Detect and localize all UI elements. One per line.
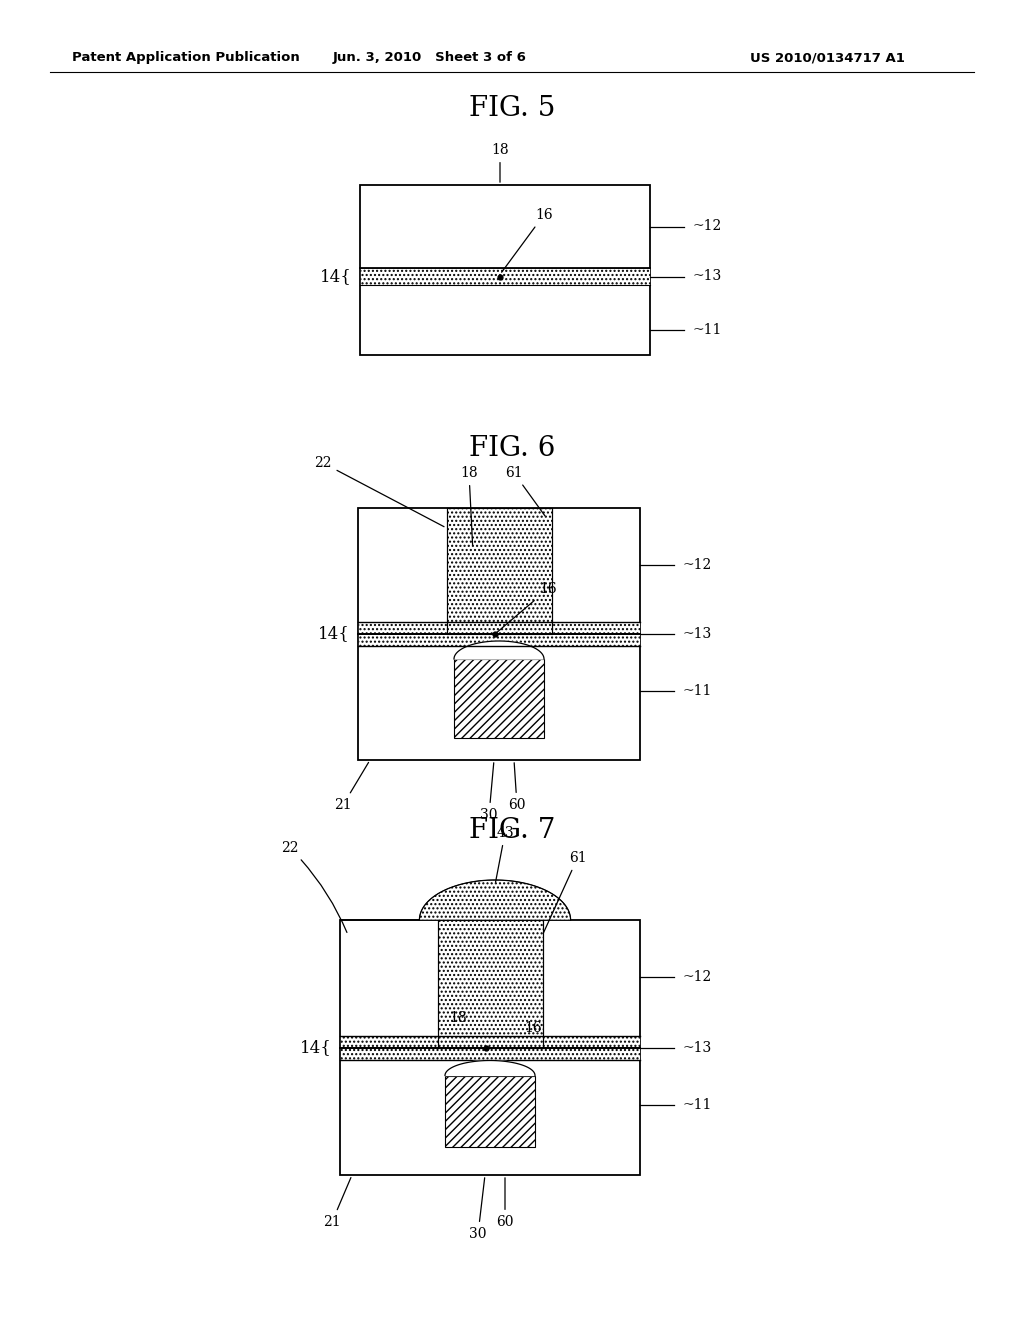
Text: 60: 60	[497, 1177, 514, 1229]
Text: ~11: ~11	[692, 323, 721, 337]
Text: FIG. 5: FIG. 5	[469, 95, 555, 121]
Bar	[437, 1048, 543, 1155]
Bar	[446, 508, 552, 634]
Bar	[445, 1076, 535, 1147]
Text: 16: 16	[524, 1020, 542, 1035]
Text: 16: 16	[497, 582, 557, 632]
Text: 14{: 14{	[318, 626, 350, 643]
Text: 60: 60	[508, 763, 525, 812]
Text: Jun. 3, 2010   Sheet 3 of 6: Jun. 3, 2010 Sheet 3 of 6	[333, 51, 527, 65]
Text: ~13: ~13	[682, 1040, 712, 1055]
Bar	[454, 659, 544, 738]
Text: 18: 18	[450, 1011, 467, 1024]
Text: ~12: ~12	[682, 557, 712, 572]
Bar	[358, 508, 640, 760]
Text: 14{: 14{	[321, 268, 352, 285]
Text: 16: 16	[502, 209, 553, 272]
Text: ~13: ~13	[692, 269, 721, 284]
Text: 21: 21	[324, 1177, 351, 1229]
Text: 22: 22	[282, 841, 347, 932]
Text: Patent Application Publication: Patent Application Publication	[72, 51, 300, 65]
Text: 61: 61	[544, 851, 587, 932]
Text: 18: 18	[460, 466, 478, 545]
Text: 30: 30	[469, 1177, 486, 1241]
Text: FIG. 7: FIG. 7	[469, 817, 555, 843]
Text: 30: 30	[480, 763, 498, 822]
Text: ~11: ~11	[682, 684, 712, 698]
Text: US 2010/0134717 A1: US 2010/0134717 A1	[750, 51, 905, 65]
Text: 14{: 14{	[300, 1039, 332, 1056]
Bar	[340, 920, 640, 1175]
Text: ~13: ~13	[682, 627, 712, 642]
Text: 21: 21	[334, 763, 369, 812]
Text: ~12: ~12	[682, 970, 712, 985]
Bar	[360, 185, 650, 355]
PathPatch shape	[340, 880, 570, 920]
Bar	[340, 1035, 640, 1060]
Polygon shape	[445, 1060, 535, 1076]
Bar	[360, 268, 650, 285]
Text: 18: 18	[492, 143, 509, 182]
Text: 61: 61	[505, 466, 545, 516]
Text: ~11: ~11	[682, 1098, 712, 1111]
Text: FIG. 6: FIG. 6	[469, 434, 555, 462]
Text: ~12: ~12	[692, 219, 721, 234]
Text: 22: 22	[314, 455, 444, 527]
Text: 43: 43	[496, 826, 514, 882]
Bar	[358, 622, 640, 645]
Bar	[437, 920, 543, 1048]
Polygon shape	[454, 642, 544, 659]
